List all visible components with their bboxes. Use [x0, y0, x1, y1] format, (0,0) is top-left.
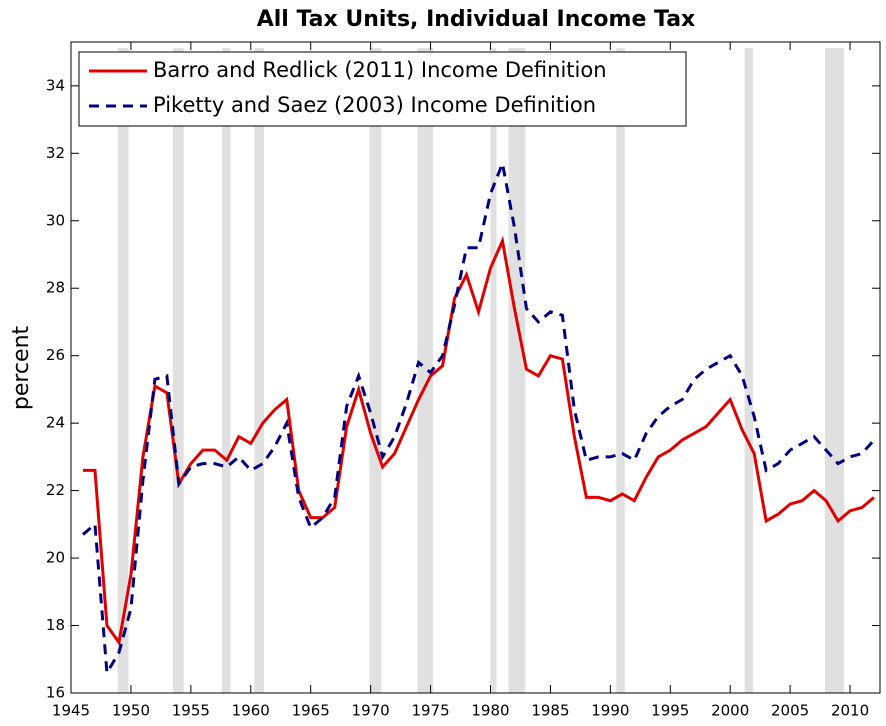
y-tick-label: 26 [46, 346, 65, 364]
recession-band [222, 48, 231, 693]
x-tick-label: 1955 [172, 702, 210, 720]
y-tick-label: 32 [46, 144, 65, 162]
x-tick-label: 1950 [112, 702, 150, 720]
x-tick-label: 1990 [591, 702, 629, 720]
x-tick-label: 1960 [232, 702, 270, 720]
legend: Barro and Redlick (2011) Income Definiti… [78, 51, 687, 127]
y-tick-label: 22 [46, 481, 65, 499]
y-tick-label: 16 [46, 684, 65, 702]
y-axis-label: percent [9, 325, 34, 410]
x-tick-label: 2005 [771, 702, 809, 720]
recession-band [254, 48, 264, 693]
legend-label: Piketty and Saez (2003) Income Definitio… [153, 93, 596, 117]
legend-label: Barro and Redlick (2011) Income Definiti… [153, 58, 607, 82]
x-tick-label: 2000 [711, 702, 749, 720]
x-tick-label: 1985 [531, 702, 569, 720]
x-tick-label: 1970 [352, 702, 390, 720]
recession-band [744, 48, 753, 693]
data-line [82, 235, 875, 647]
recession-band [824, 48, 845, 693]
chart-title: All Tax Units, Individual Income Tax [257, 7, 696, 32]
y-tick-label: 28 [46, 279, 65, 297]
x-tick-label: 1975 [411, 702, 449, 720]
y-tick-label: 34 [46, 76, 65, 94]
x-tick-label: 1995 [651, 702, 689, 720]
recession-band [508, 48, 526, 693]
recession-band [172, 48, 184, 693]
y-tick-label: 30 [46, 211, 65, 229]
y-tick-label: 18 [46, 616, 65, 634]
x-tick-label: 1945 [52, 702, 90, 720]
legend-box [78, 51, 687, 127]
data-line [82, 158, 876, 678]
recession-band [616, 48, 625, 693]
x-tick-label: 1980 [471, 702, 509, 720]
recession-band [369, 48, 382, 693]
y-tick-label: 24 [46, 414, 65, 432]
y-tick-label: 20 [46, 549, 65, 567]
x-tick-label: 2010 [831, 702, 869, 720]
recession-band [417, 48, 433, 693]
recession-band [117, 48, 129, 693]
recession-band [490, 48, 497, 693]
x-tick-label: 1965 [292, 702, 330, 720]
plot-frame [70, 41, 881, 694]
